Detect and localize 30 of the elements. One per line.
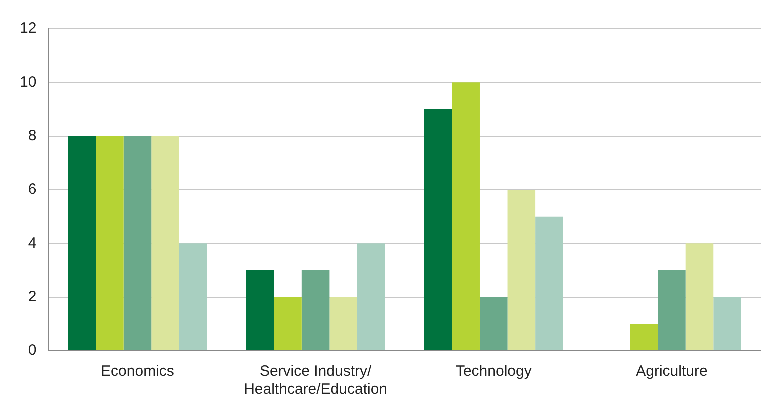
y-tick-label: 8 (28, 127, 37, 144)
y-tick-label: 4 (28, 234, 37, 252)
bar (246, 270, 274, 350)
y-tick-label: 6 (28, 181, 37, 198)
bar (480, 297, 508, 350)
bar (686, 244, 714, 350)
bar (152, 136, 180, 350)
x-tick-label: Agriculture (636, 363, 708, 380)
bar (357, 244, 386, 350)
y-tick-label: 10 (20, 74, 37, 91)
bar (274, 297, 302, 350)
y-tick-label: 0 (28, 342, 37, 360)
bar (330, 297, 358, 350)
x-tick-label: Service Industry/ Healthcare/Education (244, 363, 388, 398)
bar (508, 190, 536, 350)
bar (658, 270, 686, 350)
bar (68, 136, 96, 350)
bar (452, 82, 480, 350)
bar (536, 216, 564, 350)
bar (124, 136, 152, 350)
bar (96, 136, 124, 350)
y-tick-label: 2 (28, 288, 37, 306)
bar (302, 270, 330, 350)
y-tick-label: 12 (20, 20, 37, 38)
x-tick-label: Economics (101, 363, 174, 380)
x-tick-label: Technology (456, 363, 532, 380)
bar (424, 110, 452, 350)
bar (714, 297, 742, 350)
bar (630, 324, 658, 350)
bar (179, 244, 208, 350)
